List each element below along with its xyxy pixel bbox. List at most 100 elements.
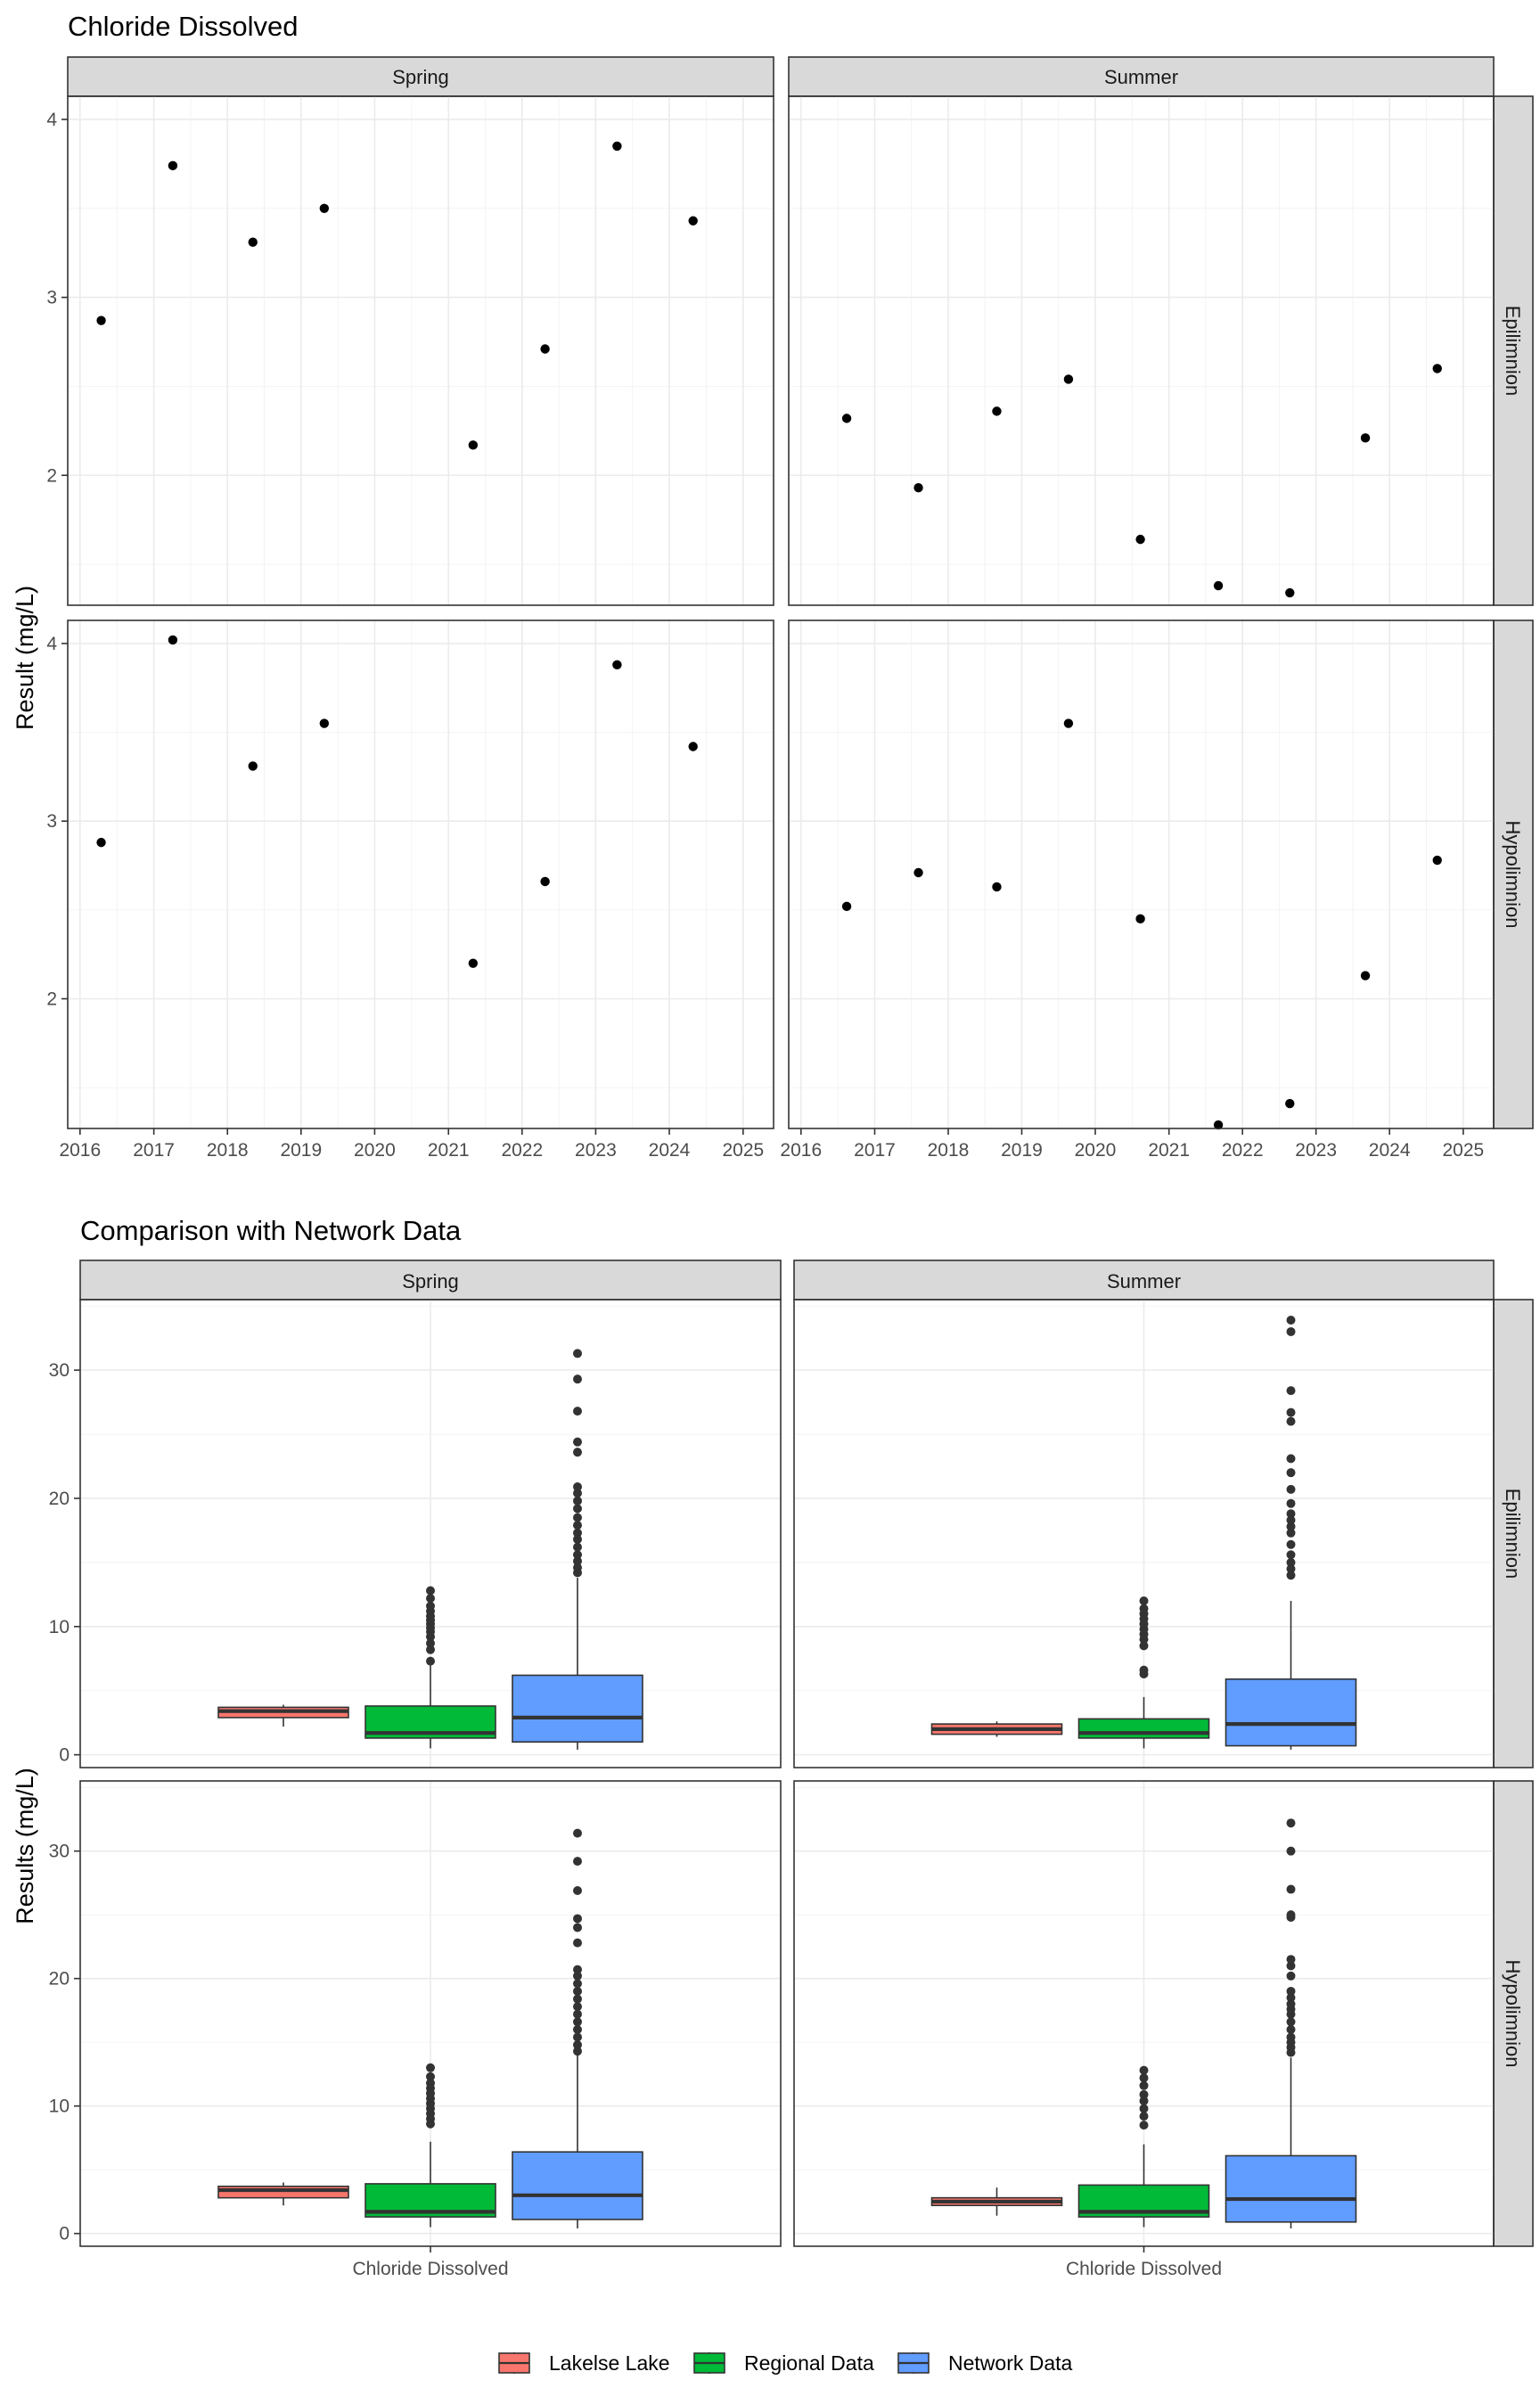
chart2-outlier-point [573, 2002, 582, 2012]
chart2-panel-spring-hypolimnion [79, 1780, 782, 2247]
chart1-panel-summer-epilimnion-border [788, 95, 1495, 606]
chart1-point [992, 406, 1002, 416]
chart1-x-tick-label: 2024 [649, 1140, 691, 1161]
chart2-outlier-point [1286, 1910, 1296, 1920]
chart2-box-lakelse-lake [217, 1704, 349, 1727]
chart1-point [1285, 587, 1295, 598]
chart1-row-strip-label-hypolimnion: Hypolimnion [1502, 820, 1524, 928]
chart2-panel-spring-epilimnion [79, 1299, 782, 1768]
chart2-outlier-point [573, 2047, 582, 2056]
chart1-x-tick-label: 2020 [354, 1140, 396, 1161]
chart2-outlier-point [1286, 1993, 1296, 2003]
chart1-point [992, 882, 1002, 892]
chart1-point [612, 141, 622, 152]
chart2-strip-bg-summer [793, 1260, 1495, 1301]
chart2-outlier-point [1286, 1326, 1296, 1336]
chart2-outlier-point [573, 2040, 582, 2050]
chart2-y-axis-title: Results (mg/L) [12, 1768, 38, 1924]
chart2-box-lakelse-lake [217, 2182, 349, 2206]
chart2-outlier-point [1139, 1665, 1149, 1675]
chart1-x-tick-label: 2025 [1443, 1140, 1485, 1161]
chart2-y-tick-label: 0 [59, 1745, 70, 1766]
chart1-row-strip-bg-hypolimnion [1493, 620, 1534, 1129]
chart1-point [913, 867, 923, 878]
chart2-outlier-point [573, 1534, 582, 1544]
chart1-y-tick-label: 4 [46, 110, 57, 130]
chart2-box-lakelse-lake [930, 2187, 1063, 2216]
chart2-panel-summer-epilimnion [793, 1299, 1495, 1768]
chart1-point [1285, 1098, 1295, 1109]
chart2-outlier-point [573, 1504, 582, 1514]
legend-item-network-data: Network Data [897, 2351, 1073, 2375]
chart2-outlier-point [1286, 1961, 1296, 1971]
chart2-outlier-point [1139, 1596, 1149, 1606]
chart2-panel-spring-epilimnion-border [79, 1299, 782, 1768]
chart2-outlier-point [1286, 2032, 1296, 2042]
chart1-point [248, 237, 258, 247]
chart1-y-axis-title: Result (mg/L) [12, 586, 38, 730]
chart2-title: Comparison with Network Data [80, 1215, 462, 1246]
chart2-strip-label-spring: Spring [402, 1270, 459, 1292]
chart2-row-strip-bg-epilimnion [1493, 1299, 1534, 1768]
chart2-y-tick-label: 30 [49, 1360, 70, 1381]
chart1-x-tick-label: 2021 [1148, 1140, 1190, 1161]
chart2-outlier-point [1286, 1468, 1296, 1478]
chart2-outlier-point [573, 1986, 582, 1996]
chart2-outlier-point [1286, 1484, 1296, 1494]
chart1-point [1063, 374, 1074, 384]
chart2-y-axis-epilimnion: 0 10 20 30 [49, 1360, 80, 1766]
chart1-x-tick-label: 2017 [854, 1140, 896, 1161]
legend-item-lakelse-lake: Lakelse Lake [498, 2351, 670, 2375]
chart2-panel-summer-epilimnion-border [793, 1299, 1495, 1768]
chart1-row-strip-epilimnion: Epilimnion [1493, 95, 1534, 606]
chart1-point [319, 718, 330, 728]
chart2-outlier-point [1286, 1564, 1296, 1574]
chart2-outlier-point [573, 1349, 582, 1358]
chart1-point [841, 901, 852, 912]
chart1-strip-summer: Summer [788, 56, 1495, 97]
chart2-x-axis-summer: Chloride Dissolved [1066, 2246, 1222, 2279]
chart2-outlier-point [573, 1448, 582, 1457]
legend-label-regional-data: Regional Data [744, 2351, 874, 2375]
chart1-point [841, 414, 852, 423]
chart2-outlier-point [426, 1656, 435, 1666]
chart1-panel-spring-hypolimnion-border [67, 620, 774, 1129]
chart1-y-tick-label: 2 [46, 989, 57, 1010]
legend-label-lakelse-lake: Lakelse Lake [549, 2351, 670, 2375]
chart2-outlier-point [573, 1914, 582, 1924]
chart1-point [168, 160, 178, 171]
chart2-outlier-point [573, 1489, 582, 1498]
chart1-x-tick-label: 2018 [928, 1140, 970, 1161]
chart1-point [1432, 855, 1442, 866]
chart2-outlier-point [573, 1407, 582, 1416]
chart2-y-tick-label: 10 [49, 2096, 70, 2117]
chart2-outlier-point [1139, 2065, 1149, 2075]
chart1-point [168, 635, 178, 645]
chart1-panel-spring-epilimnion-border [67, 95, 774, 606]
chart1-point [1213, 1120, 1224, 1130]
chart1-row-strip-label-epilimnion: Epilimnion [1502, 306, 1524, 397]
chart2-outlier-point [1286, 1955, 1296, 1965]
chart1-x-tick-label: 2023 [1295, 1140, 1337, 1161]
chart2-outlier-point [1139, 2073, 1149, 2083]
chart2-box-iqr [1225, 1678, 1357, 1747]
chart1-point [1135, 534, 1145, 545]
chart-chloride-dissolved: Chloride Dissolved Result (mg/L) Spring S… [12, 11, 1534, 1161]
chart1-point [248, 761, 258, 771]
chart2-outlier-point [573, 1885, 582, 1895]
chart2-x-axis-spring: Chloride Dissolved [352, 2246, 509, 2279]
chart1-panel-summer-hypolimnion [788, 620, 1495, 1130]
chart2-y-tick-label: 10 [49, 1617, 70, 1637]
chart1-y-tick-label: 4 [46, 634, 57, 654]
chart2-box-regional-data [1077, 1596, 1210, 1749]
chart1-point [96, 837, 106, 848]
chart2-outlier-point [1139, 2121, 1149, 2130]
chart1-point [1432, 364, 1442, 373]
chart1-x-tick-label: 2018 [207, 1140, 249, 1161]
chart1-x-axis-spring: 2016 2017 2018 2019 2020 2021 2022 2023 2024 2025 [59, 1128, 764, 1161]
chart2-outlier-point [1286, 1528, 1296, 1538]
chart2-outlier-point [1286, 1884, 1296, 1894]
chart2-box-iqr [512, 1674, 643, 1744]
chart1-strip-label-spring: Spring [392, 66, 449, 88]
